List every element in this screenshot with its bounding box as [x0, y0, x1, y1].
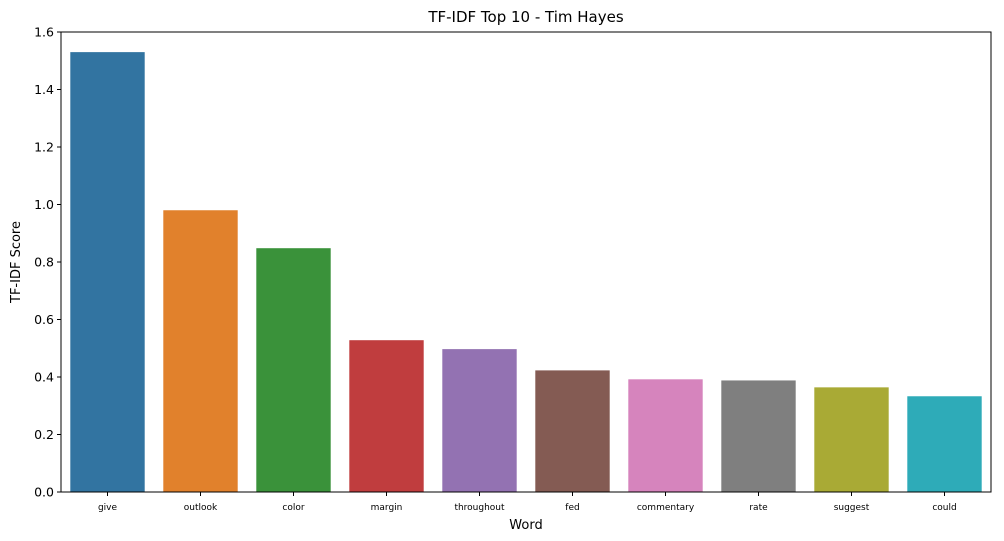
bar-suggest — [814, 387, 889, 492]
y-tick-label: 0.0 — [34, 485, 54, 500]
y-tick-label: 1.4 — [34, 82, 54, 97]
x-tick-label: could — [932, 503, 956, 513]
y-tick-label: 1.2 — [34, 140, 54, 155]
bar-throughout — [442, 349, 517, 492]
bar-rate — [721, 380, 796, 492]
y-tick-label: 0.6 — [34, 312, 54, 327]
x-tick-label: rate — [749, 503, 768, 513]
bar-fed — [535, 370, 610, 492]
axes-frame — [60, 31, 992, 493]
bar-give — [70, 52, 145, 492]
x-tick-label: outlook — [184, 503, 218, 513]
x-tick-label: give — [98, 503, 118, 513]
bar-commentary — [628, 379, 703, 492]
x-tick-label: suggest — [834, 503, 870, 513]
x-tick-label: color — [282, 503, 304, 513]
y-tick-label: 0.4 — [34, 370, 54, 385]
plot-area: 0.0 0.2 0.4 0.6 0.8 1.0 1.2 1.4 1.6 give outlook co… — [34, 25, 992, 513]
x-axis-label: Word — [509, 518, 542, 533]
bar-outlook — [163, 210, 238, 492]
y-tick-label: 0.2 — [34, 427, 54, 442]
x-tick-label: throughout — [454, 503, 505, 513]
bar-color — [256, 248, 331, 492]
y-axis-label: TF-IDF Score — [9, 221, 24, 304]
chart-title: TF-IDF Top 10 - Tim Hayes — [427, 8, 624, 26]
bar-could — [907, 396, 982, 492]
y-tick-label: 0.8 — [34, 255, 54, 270]
x-tick-label: fed — [565, 503, 579, 513]
x-tick-label: margin — [371, 503, 403, 513]
x-tick-label: commentary — [637, 503, 695, 513]
bar-margin — [349, 340, 424, 492]
y-tick-label: 1.6 — [34, 25, 54, 40]
y-tick-label: 1.0 — [34, 197, 54, 212]
